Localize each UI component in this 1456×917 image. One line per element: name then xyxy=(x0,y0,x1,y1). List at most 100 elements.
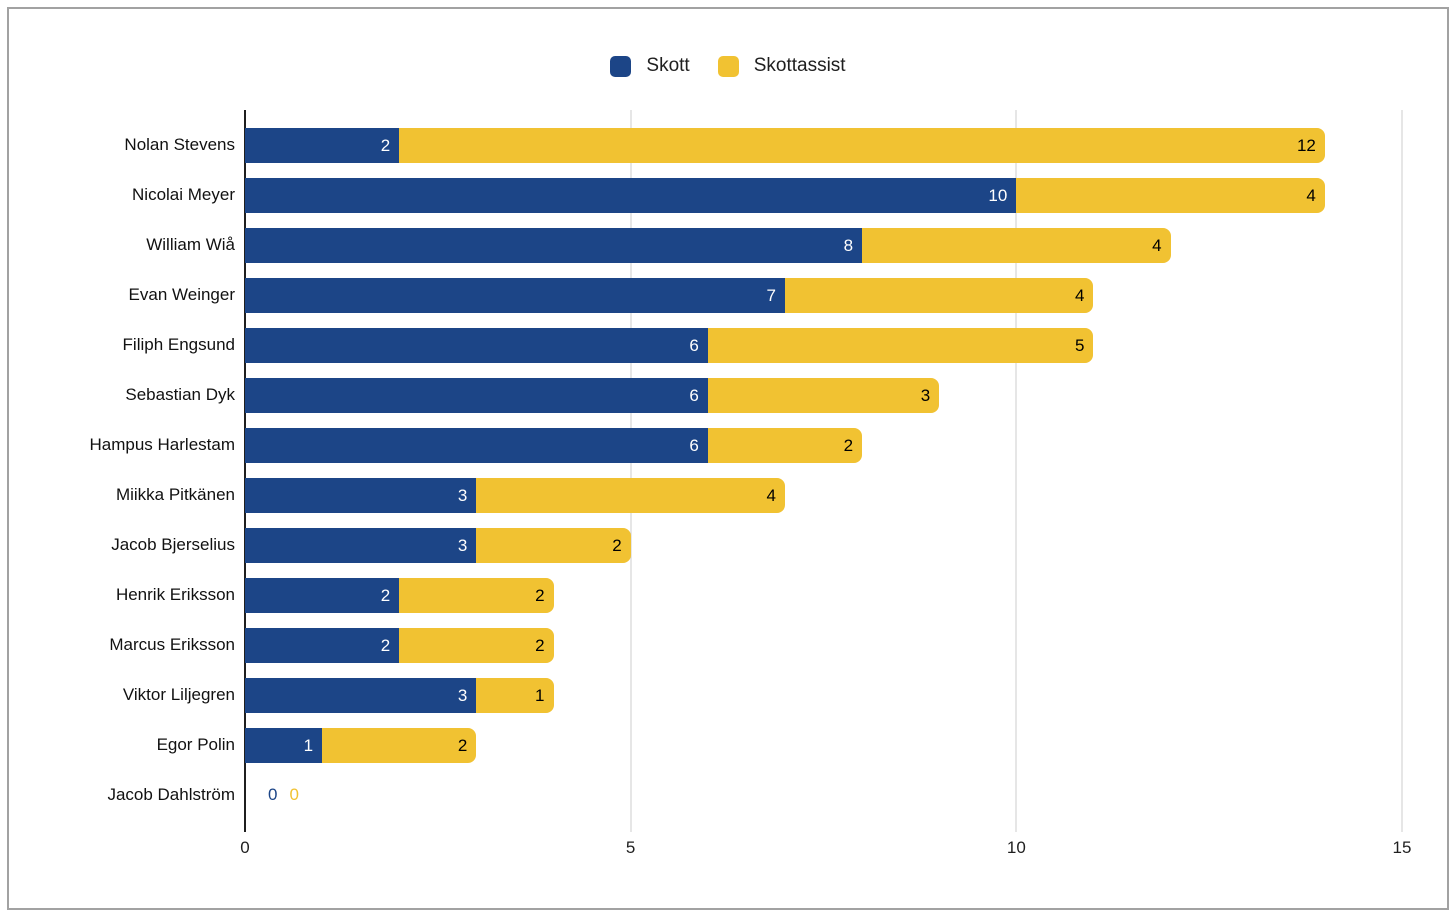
bar-segment-skottassist[interactable]: 2 xyxy=(399,577,554,613)
legend-swatch-skott xyxy=(610,55,632,77)
bar-segment-skottassist[interactable]: 4 xyxy=(862,227,1171,263)
bar-segment-skott[interactable]: 1 xyxy=(245,727,323,763)
bar-value: 7 xyxy=(766,285,776,305)
gridline xyxy=(1015,110,1017,832)
category-label: Sebastian Dyk xyxy=(125,385,235,404)
bar-segment-skottassist[interactable]: 5 xyxy=(707,327,1094,363)
bar-segment-skottassist[interactable]: 2 xyxy=(707,427,863,463)
category-label: Viktor Liljegren xyxy=(122,685,235,704)
category-label: Jacob Dahlström xyxy=(107,785,235,804)
legend-item-skottassist: Skottassist xyxy=(717,55,846,77)
legend-label-skottassist: Skottassist xyxy=(753,55,846,76)
bar-value: 2 xyxy=(457,735,468,755)
bar-value: 6 xyxy=(689,435,699,455)
bar-value: 4 xyxy=(1306,185,1316,205)
bar-row: Evan Weinger 7 4 xyxy=(0,270,1402,320)
bar-segment-skott[interactable]: 2 xyxy=(245,627,400,663)
bar-value: 3 xyxy=(457,685,468,705)
x-tick-label: 0 xyxy=(240,838,250,857)
bar-segment-skottassist[interactable]: 2 xyxy=(476,527,631,563)
bar-value: 1 xyxy=(535,685,545,705)
bar-row: William Wiå 8 4 xyxy=(0,220,1402,270)
x-tick-label: 10 xyxy=(1006,838,1026,857)
bar-segment-skott[interactable]: 2 xyxy=(245,127,400,163)
bar-segment-skottassist[interactable]: 4 xyxy=(1016,177,1325,213)
bar-value: 2 xyxy=(535,585,545,605)
bar-value: 1 xyxy=(303,735,314,755)
y-axis-line xyxy=(244,110,246,832)
bar-segment-skott[interactable]: 3 xyxy=(245,677,477,713)
x-tick-label: 15 xyxy=(1392,838,1412,857)
bar-row: Jacob Dahlström 0 0 xyxy=(0,770,1402,820)
bar-value: 2 xyxy=(612,535,622,555)
bar-row: Jacob Bjerselius 3 2 xyxy=(0,520,1402,570)
category-label: Evan Weinger xyxy=(128,285,235,304)
bar-row: Viktor Liljegren 3 1 xyxy=(0,670,1402,720)
bar-segment-skott[interactable]: 3 xyxy=(245,527,477,563)
bar-row: Hampus Harlestam 6 2 xyxy=(0,420,1402,470)
category-label: Filiph Engsund xyxy=(122,335,235,354)
bar-row: Egor Polin 1 2 xyxy=(0,720,1402,770)
bar-segment-skott[interactable]: 3 xyxy=(245,477,477,513)
legend: Skott Skottassist xyxy=(0,55,1456,77)
rows: Nolan Stevens 2 12 Nicolai Meyer 10 4 William … xyxy=(0,110,1402,820)
bar-segment-skottassist[interactable]: 4 xyxy=(784,277,1094,313)
x-axis-labels: 0 5 10 15 xyxy=(240,838,1411,860)
bar-row: Henrik Eriksson 2 2 xyxy=(0,570,1402,620)
category-label: Hampus Harlestam xyxy=(89,435,236,454)
category-label: Jacob Bjerselius xyxy=(111,535,235,554)
bar-segment-skott[interactable]: 2 xyxy=(245,577,400,613)
bar-segment-skott[interactable]: 6 xyxy=(245,377,708,413)
category-label: Nicolai Meyer xyxy=(132,185,235,204)
bar-track: 10 4 xyxy=(245,177,1402,213)
category-label: Miikka Pitkänen xyxy=(115,485,235,504)
bar-value: 2 xyxy=(380,135,391,155)
bar-value-zero: 0 xyxy=(289,785,299,804)
category-label: Egor Polin xyxy=(156,735,235,754)
bar-row: Miikka Pitkänen 3 4 xyxy=(0,470,1402,520)
bar-segment-skottassist[interactable]: 1 xyxy=(476,677,554,713)
bar-segment-skott[interactable]: 7 xyxy=(245,277,785,313)
gridline xyxy=(630,110,632,832)
category-label: Marcus Eriksson xyxy=(109,635,235,654)
bar-value: 2 xyxy=(380,585,391,605)
bar-value: 4 xyxy=(1152,235,1162,255)
bar-value: 2 xyxy=(380,635,391,655)
bar-row: Nicolai Meyer 10 4 xyxy=(0,170,1402,220)
bar-segment-skott[interactable]: 6 xyxy=(245,427,708,463)
bar-value: 2 xyxy=(843,435,854,455)
bar-segment-skottassist[interactable]: 2 xyxy=(322,727,477,763)
bar-segment-skott[interactable]: 8 xyxy=(245,227,863,263)
bar-segment-skottassist[interactable]: 12 xyxy=(399,127,1325,163)
bar-value: 3 xyxy=(457,535,468,555)
bar-value: 6 xyxy=(689,385,699,405)
x-tick-label: 5 xyxy=(625,838,636,857)
bar-value: 8 xyxy=(843,235,854,255)
bar-segment-skott[interactable]: 6 xyxy=(245,327,708,363)
bar-segment-skottassist[interactable]: 2 xyxy=(399,627,554,663)
bar-value: 2 xyxy=(535,635,545,655)
bar-value: 3 xyxy=(920,385,931,405)
legend-label-skott: Skott xyxy=(646,55,690,76)
bar-segment-skott[interactable]: 10 xyxy=(245,177,1017,213)
bar-value: 6 xyxy=(689,335,699,355)
bar-value: 10 xyxy=(988,185,1008,205)
bar-segment-skottassist[interactable]: 4 xyxy=(476,477,785,513)
category-label: Nolan Stevens xyxy=(124,135,235,154)
bar-segment-skottassist[interactable]: 3 xyxy=(707,377,940,413)
bar-row: Nolan Stevens 2 12 xyxy=(0,120,1402,170)
bar-value: 5 xyxy=(1074,335,1085,355)
